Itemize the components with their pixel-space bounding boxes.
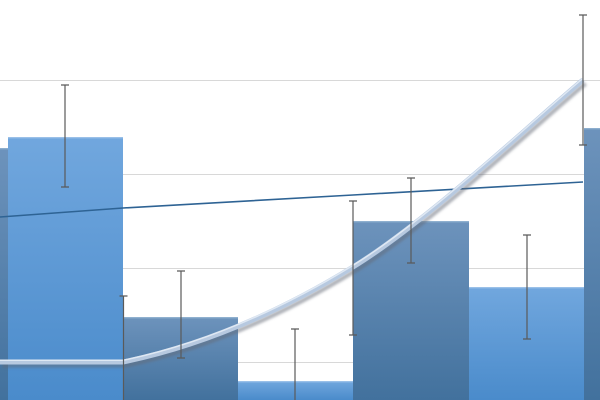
error-bar — [579, 14, 587, 146]
error-bar — [407, 177, 415, 264]
error-bar — [61, 84, 69, 188]
thin-trend-line — [0, 181, 584, 218]
bar-series-dark — [0, 148, 8, 400]
thick-line-shadow — [2, 81, 587, 368]
error-bar — [119, 295, 128, 400]
error-bar — [349, 200, 357, 336]
error-bar — [523, 234, 531, 340]
bar-series-dark — [584, 128, 600, 400]
error-bar — [177, 270, 185, 359]
error-bar — [291, 328, 299, 400]
